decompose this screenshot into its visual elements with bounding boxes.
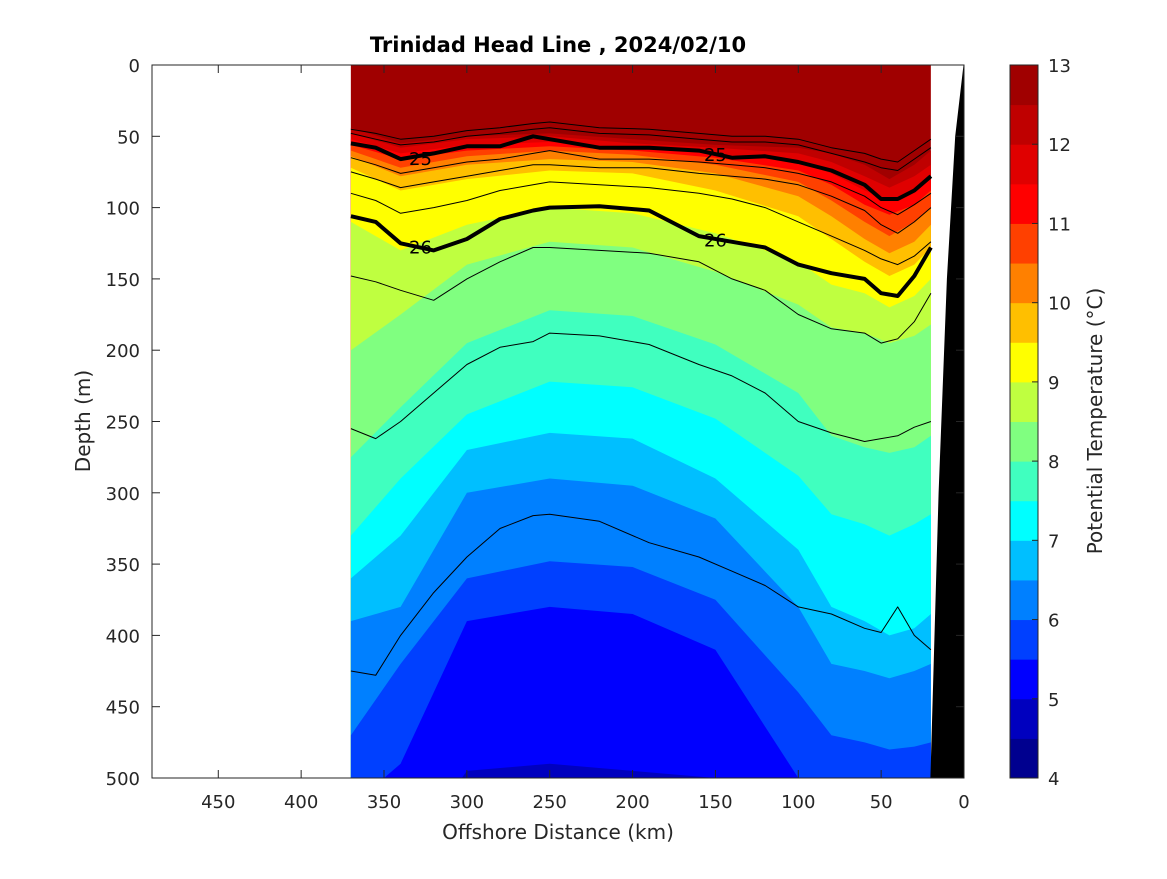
temperature-band <box>461 763 716 778</box>
colorbar-tick-label: 6 <box>1048 611 1059 632</box>
density-contour-line <box>350 164 932 234</box>
x-tick-label: 150 <box>698 792 732 813</box>
colorbar-segment <box>1010 263 1038 304</box>
x-tick-label: 0 <box>958 792 969 813</box>
x-tick-label: 450 <box>201 792 235 813</box>
colorbar-segment <box>1010 619 1038 660</box>
y-tick-label: 200 <box>106 341 140 362</box>
density-contour-line <box>350 121 932 163</box>
x-tick-label: 300 <box>450 792 484 813</box>
colorbar-tick-label: 5 <box>1048 690 1059 711</box>
y-axis-label: Depth (m) <box>71 370 95 472</box>
colorbar: 4 5 6 7 8 9 10 11 12 13 <box>1009 56 1071 790</box>
colorbar-label: Potential Temperature (°C) <box>1083 288 1107 555</box>
colorbar-tick-label: 10 <box>1048 294 1071 315</box>
colorbar-segment <box>1010 104 1038 145</box>
y-tick-label: 250 <box>106 413 140 434</box>
density-contour-line <box>350 513 932 676</box>
colorbar-tick-label: 11 <box>1048 214 1071 235</box>
colorbar-tick-label: 4 <box>1048 769 1059 790</box>
colorbar-segment <box>1010 540 1038 581</box>
temperature-field <box>350 65 931 778</box>
colorbar-segment <box>1010 461 1038 502</box>
y-axis: 0 50 100 150 200 250 300 350 400 450 500 <box>106 56 964 790</box>
colorbar-tick-label: 12 <box>1048 135 1071 156</box>
x-tick-label: 50 <box>870 792 893 813</box>
contour-labels: 25 25 26 26 <box>409 145 727 259</box>
colorbar-segment <box>1010 421 1038 462</box>
contour-label: 26 <box>704 230 727 251</box>
x-axis-label: Offshore Distance (km) <box>442 820 674 844</box>
x-axis: 450 400 350 300 250 200 150 100 50 0 <box>201 65 970 813</box>
y-tick-label: 150 <box>106 270 140 291</box>
density-contour-line <box>350 134 933 201</box>
colorbar-segment <box>1010 579 1038 621</box>
density-contours <box>350 121 933 676</box>
colorbar-tick-label: 13 <box>1048 56 1071 77</box>
colorbar-segment <box>1010 342 1038 383</box>
colorbar-tick-label: 8 <box>1048 452 1059 473</box>
y-tick-label: 450 <box>106 698 140 719</box>
density-contour-line <box>350 332 932 442</box>
density-contour-line <box>350 150 932 216</box>
colorbar-segment <box>1010 183 1038 224</box>
bottom-topography <box>930 65 964 778</box>
colorbar-segment <box>1010 223 1038 264</box>
contour-label: 25 <box>409 149 432 170</box>
temperature-band <box>383 606 799 778</box>
y-tick-label: 350 <box>106 555 140 576</box>
colorbar-tick-label: 9 <box>1048 373 1059 394</box>
y-tick-label: 400 <box>106 626 140 647</box>
colorbar-segment <box>1010 65 1038 106</box>
density-contour-line <box>350 181 932 266</box>
colorbar-segment <box>1010 738 1038 779</box>
x-tick-label: 250 <box>533 792 567 813</box>
y-tick-label: 100 <box>106 199 140 220</box>
colorbar-segment <box>1010 659 1038 700</box>
x-tick-label: 400 <box>284 792 318 813</box>
colorbar-segment <box>1010 698 1038 739</box>
x-tick-label: 200 <box>615 792 649 813</box>
colorbar-tick-label: 7 <box>1048 531 1059 552</box>
colorbar-frame <box>1009 64 1039 779</box>
density-contour-line <box>350 127 932 171</box>
colorbar-segment <box>1010 144 1038 185</box>
density-contour-line <box>350 204 933 298</box>
colorbar-segment <box>1010 500 1038 541</box>
seafloor-wedge <box>930 65 964 778</box>
chart-title: Trinidad Head Line , 2024/02/10 <box>370 33 746 57</box>
x-tick-label: 350 <box>367 792 401 813</box>
colorbar-segment <box>1010 381 1038 422</box>
y-tick-label: 300 <box>106 484 140 505</box>
contour-label: 25 <box>704 145 727 166</box>
y-tick-label: 50 <box>117 127 140 148</box>
colorbar-segment <box>1010 302 1038 343</box>
contour-label: 26 <box>409 238 432 259</box>
y-tick-label: 0 <box>129 56 140 77</box>
y-tick-label: 500 <box>106 769 140 790</box>
density-contour-line <box>350 247 932 344</box>
x-tick-label: 100 <box>781 792 815 813</box>
